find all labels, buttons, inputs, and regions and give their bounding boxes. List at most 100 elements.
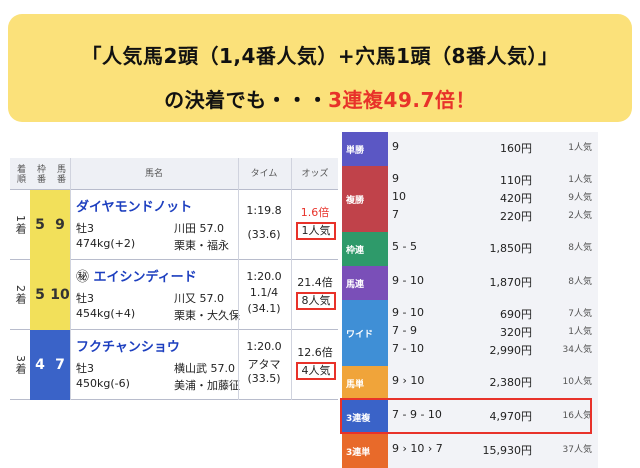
payout-amount: 110円 — [500, 174, 532, 187]
combination: 7 - 10 — [392, 342, 424, 355]
payout-row-background — [388, 366, 598, 400]
trainer: 美浦・加藤征 — [174, 379, 240, 392]
payout-popularity: 1人気 — [568, 143, 592, 153]
bet-type-label: 3連単 — [342, 434, 388, 468]
header-waku: 枠番 — [35, 164, 45, 184]
payout-line: 9 › 10 › 7 15,930円 37人気 — [392, 442, 598, 460]
combination: 7 - 9 - 10 — [392, 408, 442, 421]
horse-name: フクチャンショウ — [76, 340, 180, 355]
horse-name-link[interactable]: ㊙ エイシンディード — [76, 266, 197, 285]
payout-popularity: 37人気 — [562, 445, 592, 455]
combination: 9 - 10 — [392, 306, 424, 319]
bet-type-label: 枠連 — [342, 232, 388, 266]
payout-popularity: 10人気 — [562, 377, 592, 387]
payout-amount: 1,870円 — [489, 276, 533, 289]
payout-popularity: 8人気 — [568, 243, 592, 253]
sex-age: 牡3 — [76, 222, 94, 235]
last-3f: (33.5) — [247, 372, 281, 385]
payout-amount: 15,930円 — [482, 444, 533, 457]
payout-popularity: 2人気 — [568, 211, 592, 221]
payout-row: 馬連 9 - 10 1,870円 8人気 — [342, 266, 598, 300]
combination: 9 › 10 › 7 — [392, 442, 443, 455]
combination: 7 - 9 — [392, 324, 417, 337]
payout-amount: 2,380円 — [489, 376, 533, 389]
payout-line: 7 - 9 - 10 4,970円 16人気 — [392, 408, 598, 426]
bet-type-label: 3連複 — [342, 400, 388, 434]
combination: 9 - 10 — [392, 274, 424, 287]
payout-row-background — [388, 300, 598, 366]
payout-row: 3連単 9 › 10 › 7 15,930円 37人気 — [342, 434, 598, 468]
payout-row: 馬単 9 › 10 2,380円 10人気 — [342, 366, 598, 400]
column-divider — [238, 158, 239, 400]
result-row: 2着 5 10 ㊙ エイシンディード 牡3 川又 57.0 454kg(+4) … — [10, 260, 338, 330]
combination: 9 › 10 — [392, 374, 425, 387]
payout-line: 9 - 10 690円 7人気 — [392, 306, 598, 324]
payout-row: 枠連 5 - 5 1,850円 8人気 — [342, 232, 598, 266]
row-rank: 3着 — [14, 355, 27, 375]
header-umaban: 馬番 — [55, 164, 65, 184]
payout-row-background — [388, 400, 598, 434]
horse-number: 7 — [50, 330, 70, 400]
foreign-bred-marker-icon: ㊙ — [76, 270, 90, 285]
result-row: 1着 5 9 ダイヤモンドノット 牡3 川田 57.0 474kg(+2) 栗東… — [10, 190, 338, 260]
margin: アタマ — [247, 358, 281, 371]
column-divider — [70, 158, 71, 400]
bet-type-label: ワイド — [342, 300, 388, 366]
bet-type-label: 複勝 — [342, 166, 388, 232]
combination: 9 — [392, 172, 399, 185]
payout-popularity: 16人気 — [562, 411, 592, 421]
combination: 7 — [392, 208, 399, 221]
horse-name-link[interactable]: フクチャンショウ — [76, 336, 180, 355]
headline-line-2: の決着でも・・・3連複49.7倍！ — [8, 84, 632, 113]
combination: 10 — [392, 190, 406, 203]
result-table-header: 着順 枠番 馬番 馬名 タイム オッズ — [10, 158, 338, 190]
payout-line: 7 - 9 320円 1人気 — [392, 324, 598, 342]
horse-number: 10 — [50, 260, 70, 330]
win-odds: 21.4倍 — [297, 276, 333, 289]
payout-table: 単勝 9 160円 1人気 複勝 9 110円 1人気 10 420円 9人気 7 220円 2人気 枠連 5… — [340, 132, 598, 468]
payout-line: 9 110円 1人気 — [392, 172, 598, 190]
headline-line-1: 「人気馬2頭（1,4番人気）+穴馬1頭（8番人気）」 — [81, 44, 559, 68]
waku-number: 5 — [30, 260, 50, 330]
trainer: 栗東・大久保 — [174, 309, 240, 322]
horse-body-weight: 474kg(+2) — [76, 237, 136, 250]
payout-amount: 320円 — [500, 326, 532, 339]
jockey-weight: 横山武 57.0 — [174, 362, 235, 375]
margin: 1.1/4 — [249, 286, 279, 299]
win-odds: 12.6倍 — [297, 346, 333, 359]
finish-time: 1:19.8 — [246, 204, 282, 217]
column-divider — [291, 158, 292, 400]
finish-time: 1:20.0 — [246, 340, 282, 353]
sex-age: 牡3 — [76, 292, 94, 305]
trainer: 栗東・福永 — [174, 239, 229, 252]
header-name: 馬名 — [144, 169, 163, 179]
payout-row: 複勝 9 110円 1人気 10 420円 9人気 7 220円 2人気 — [342, 166, 598, 232]
payout-amount: 420円 — [500, 192, 532, 205]
payout-row: ワイド 9 - 10 690円 7人気 7 - 9 320円 1人気 7 - 10 2,990円… — [342, 300, 598, 366]
popularity-badge: 8人気 — [296, 292, 336, 310]
payout-row-background — [388, 132, 598, 166]
payout-line: 7 220円 2人気 — [392, 208, 598, 226]
popularity-badge: 4人気 — [296, 362, 336, 380]
payout-amount: 2,990円 — [489, 344, 533, 357]
row-rank: 1着 — [14, 215, 27, 235]
payout-line: 5 - 5 1,850円 8人気 — [392, 240, 598, 258]
jockey-weight: 川田 57.0 — [174, 222, 224, 235]
waku-number: 4 — [30, 330, 50, 400]
horse-body-weight: 450kg(-6) — [76, 377, 130, 390]
payout-popularity: 1人気 — [568, 327, 592, 337]
last-3f: (34.1) — [247, 302, 281, 315]
payout-amount: 160円 — [500, 142, 532, 155]
header-rank: 着順 — [15, 164, 25, 184]
sex-age: 牡3 — [76, 362, 94, 375]
waku-number: 5 — [30, 190, 50, 260]
payout-row-background — [388, 266, 598, 300]
horse-name-link[interactable]: ダイヤモンドノット — [76, 196, 192, 215]
payout-amount: 4,970円 — [489, 410, 533, 423]
bet-type-label: 単勝 — [342, 132, 388, 166]
headline-highlight: 3連複49.7倍！ — [328, 88, 476, 112]
payout-popularity: 8人気 — [568, 277, 592, 287]
horse-name: エイシンディード — [93, 270, 197, 285]
horse-name: ダイヤモンドノット — [76, 200, 193, 215]
payout-row-background — [388, 166, 598, 232]
